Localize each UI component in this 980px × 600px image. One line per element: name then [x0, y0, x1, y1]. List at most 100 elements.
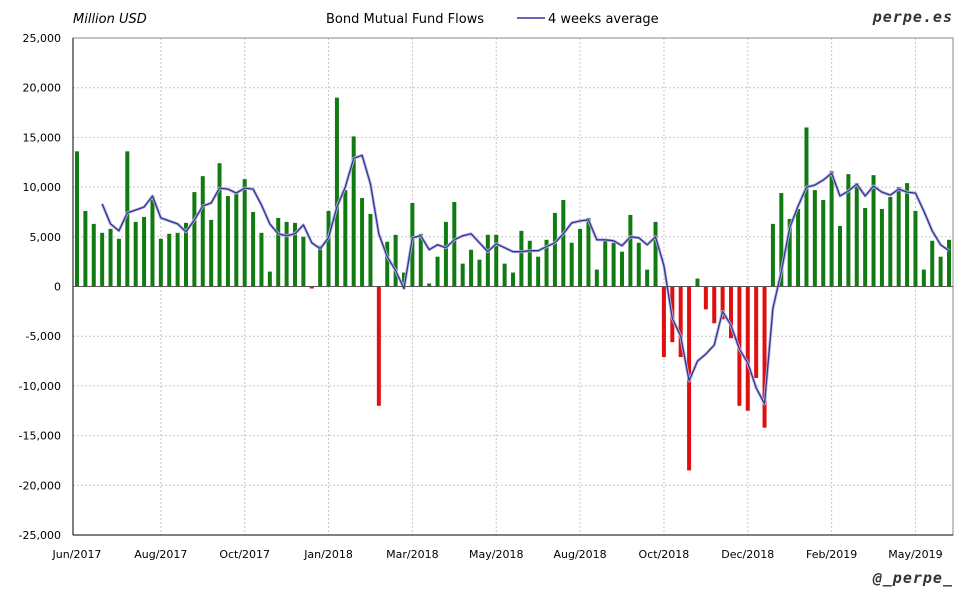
flow-bar [628, 214, 633, 287]
flow-bar [293, 222, 297, 287]
flow-bar [351, 136, 356, 287]
flow-bar [569, 242, 574, 287]
flow-bar [485, 234, 490, 287]
x-tick-label: Dec/2018 [721, 548, 774, 561]
flow-bar [511, 272, 515, 287]
brand-site: perpe.es [872, 8, 953, 26]
flow-bar [150, 196, 155, 287]
flow-bar [636, 242, 641, 287]
flow-bar [184, 222, 188, 287]
flow-bar [418, 233, 423, 287]
flow-bars [75, 97, 951, 471]
flow-bar [620, 251, 624, 287]
flow-bar [645, 269, 650, 287]
flow-bar [494, 234, 499, 287]
flow-bar [611, 242, 616, 287]
x-tick-label: May/2019 [888, 548, 942, 561]
x-tick-label: Feb/2019 [806, 548, 857, 561]
flow-bar [561, 200, 566, 287]
flow-bar [167, 233, 172, 287]
flow-bar [225, 196, 230, 287]
x-tick-label: Aug/2017 [134, 548, 187, 561]
y-tick-label: 5,000 [30, 231, 62, 244]
y-tick-label: 25,000 [23, 32, 62, 45]
x-tick-label: Jun/2017 [52, 548, 102, 561]
flow-bar [242, 179, 247, 287]
flow-bar [821, 200, 826, 287]
flow-bar [838, 225, 842, 287]
flow-bar [603, 240, 608, 287]
flow-bar [846, 174, 851, 287]
flow-bar [91, 223, 96, 287]
flow-bar [75, 151, 79, 287]
flow-bar [695, 278, 700, 287]
flow-bar [871, 175, 876, 287]
flow-bar [259, 232, 264, 287]
flow-bar [796, 208, 801, 287]
flow-bar [787, 218, 792, 287]
flow-bar [770, 223, 775, 287]
flow-bar [913, 210, 918, 287]
brand-handle: @_perpe_ [872, 569, 953, 587]
y-tick-label: -5,000 [26, 330, 61, 343]
flow-bar [594, 269, 599, 287]
flow-bar [712, 286, 717, 324]
flow-bar [653, 221, 658, 287]
x-tick-label: Jan/2018 [303, 548, 353, 561]
flow-bar [125, 151, 130, 287]
x-tick-label: Oct/2018 [639, 548, 690, 561]
flow-bar [527, 240, 532, 287]
flow-bar [661, 286, 666, 358]
flow-bar [443, 221, 448, 287]
y-tick-label: -15,000 [19, 430, 61, 443]
flow-bar [326, 210, 331, 287]
flow-bar [309, 286, 314, 289]
flow-bar [745, 286, 750, 411]
flow-bar [460, 263, 465, 287]
flow-bar [921, 269, 926, 287]
flow-bar [469, 249, 474, 287]
flow-bar [720, 286, 725, 320]
flow-bar [360, 198, 365, 287]
flow-bar [116, 238, 121, 287]
flow-bar [435, 256, 440, 287]
flow-bar [905, 183, 910, 287]
flow-bar [209, 219, 214, 287]
flow-bar [158, 238, 163, 287]
flow-bar [586, 217, 591, 287]
flow-bar [267, 271, 272, 287]
flow-bar [896, 187, 901, 287]
flow-bar [804, 127, 809, 287]
axes [72, 37, 954, 536]
flow-bar [578, 228, 583, 287]
flow-bar [678, 286, 683, 358]
x-tick-labels: Jun/2017 Aug/2017 Oct/2017 Jan/2018 Mar/2018… [52, 548, 943, 561]
flow-bar [762, 286, 767, 428]
average-line [101, 154, 950, 405]
y-tick-labels: 25,000 20,000 15,000 10,000 5,000 0 -5,000 -10,… [19, 32, 61, 542]
flow-bar [544, 239, 549, 287]
flow-bar [938, 256, 943, 287]
flow-bar [142, 216, 147, 287]
flow-bar [754, 286, 759, 378]
flow-bar [83, 210, 88, 287]
flow-bar [779, 193, 784, 287]
flow-bar [334, 97, 339, 287]
flow-bar [879, 208, 884, 287]
flow-bar [234, 194, 239, 287]
flow-bar [502, 263, 507, 287]
flow-bar [276, 217, 281, 287]
flow-bar [863, 207, 868, 287]
flow-bar [318, 245, 323, 287]
x-tick-label: Mar/2018 [386, 548, 438, 561]
y-tick-label: 15,000 [23, 131, 62, 144]
flow-bar [251, 211, 256, 287]
flow-bar [133, 221, 138, 287]
flow-bar [175, 232, 180, 287]
y-tick-label: 10,000 [23, 181, 62, 194]
flow-bar [477, 259, 482, 287]
flow-bar [100, 232, 105, 287]
flow-bar [217, 163, 222, 287]
y-tick-label: 20,000 [23, 82, 62, 95]
y-tick-label: -20,000 [19, 479, 61, 492]
